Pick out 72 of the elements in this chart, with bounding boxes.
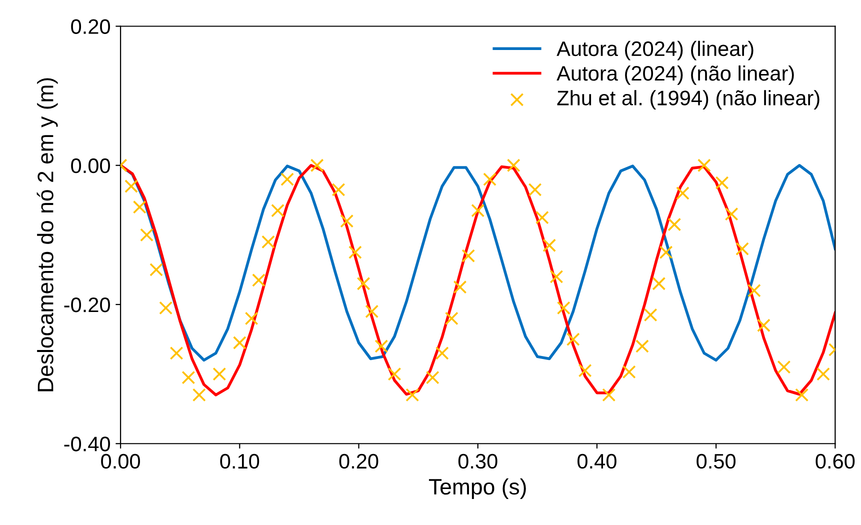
point — [435, 346, 449, 360]
point — [332, 183, 346, 196]
point — [668, 218, 682, 232]
point — [652, 276, 666, 290]
point — [453, 280, 467, 294]
point — [252, 273, 266, 287]
legend-label: Autora (2024) (linear) — [556, 40, 754, 60]
point — [471, 204, 485, 218]
point — [816, 367, 830, 381]
point — [388, 367, 402, 381]
point — [232, 336, 246, 350]
point — [192, 388, 206, 402]
point — [747, 284, 761, 298]
point — [566, 332, 580, 346]
point — [578, 364, 592, 378]
point — [602, 388, 616, 402]
point — [736, 242, 749, 256]
point — [777, 360, 791, 374]
y-tick-label: 0.20 — [71, 19, 110, 34]
point — [374, 340, 388, 353]
point — [159, 301, 173, 315]
point — [426, 370, 440, 384]
point — [140, 228, 154, 242]
point — [506, 158, 520, 172]
point — [756, 318, 770, 332]
point — [365, 304, 379, 318]
y-axis-title: Deslocamento do nó 2 em y (m) — [36, 78, 58, 392]
point — [636, 340, 649, 353]
x-tick-label: 0.20 — [339, 454, 378, 469]
point — [556, 301, 570, 315]
point — [132, 200, 146, 214]
y-tick-label: -0.20 — [64, 298, 110, 312]
point — [715, 176, 729, 190]
y-tick-label: -0.40 — [64, 436, 110, 452]
point — [348, 246, 362, 260]
y-tick-label: 0.00 — [71, 158, 110, 174]
point — [182, 370, 196, 384]
point — [444, 312, 458, 326]
point — [262, 235, 275, 249]
point — [795, 388, 809, 402]
point — [170, 346, 184, 360]
point — [406, 388, 420, 402]
x-tick-label: 0.60 — [816, 454, 855, 469]
point — [528, 183, 542, 196]
point — [244, 312, 258, 326]
point — [676, 186, 690, 200]
point — [212, 367, 226, 381]
point — [356, 276, 370, 290]
x-tick-label: 0.00 — [101, 454, 140, 469]
x-tick-label: 0.40 — [578, 454, 616, 469]
point — [462, 249, 476, 263]
point — [659, 246, 673, 260]
x-tick-label: 0.30 — [458, 454, 498, 469]
point — [150, 263, 163, 276]
point — [340, 214, 354, 228]
legend-label: Zhu et al. (1994) (não linear) — [557, 90, 820, 110]
point — [644, 308, 658, 322]
point — [271, 204, 284, 218]
x-tick-label: 0.10 — [220, 454, 260, 469]
x-axis-title: Tempo (s) — [428, 478, 526, 500]
point — [724, 207, 738, 221]
point — [483, 172, 496, 186]
point — [622, 365, 636, 379]
point — [124, 180, 138, 193]
point — [535, 210, 549, 224]
point — [310, 158, 324, 172]
x-tick-label: 0.50 — [696, 454, 736, 469]
point — [542, 238, 556, 252]
legend-label: Autora (2024) (não linear) — [556, 65, 794, 85]
point — [280, 172, 294, 186]
point — [697, 158, 711, 172]
point — [550, 270, 564, 284]
